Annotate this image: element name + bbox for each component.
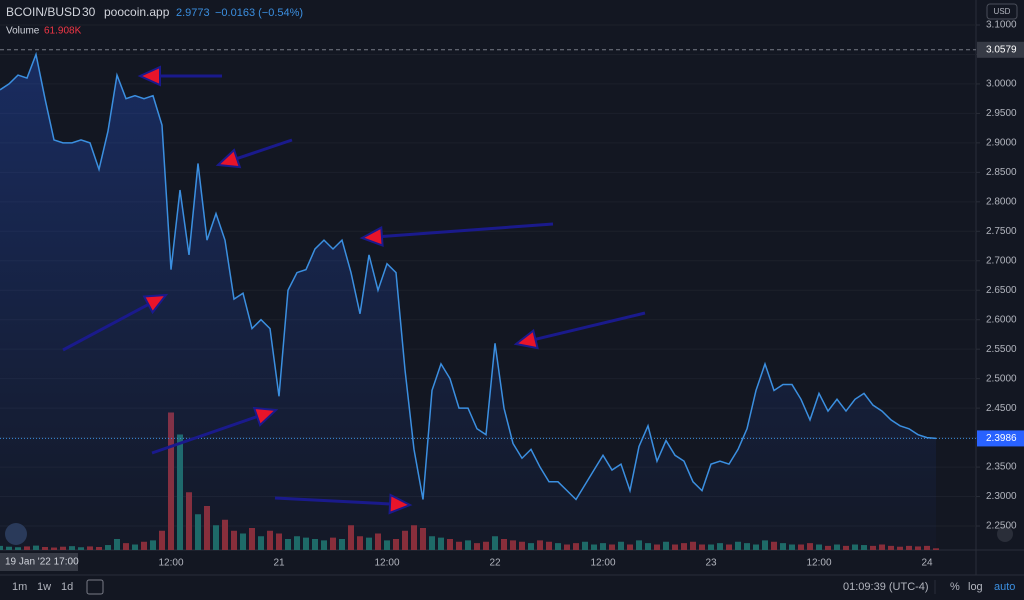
price-line bbox=[0, 51, 937, 501]
log-toggle[interactable]: log bbox=[968, 581, 983, 593]
x-tick-label: 12:00 bbox=[374, 558, 399, 569]
interval: 30 bbox=[82, 5, 96, 19]
arrow-shaft bbox=[151, 415, 258, 455]
y-tick-label: 2.6000 bbox=[986, 314, 1017, 325]
logo[interactable] bbox=[5, 523, 27, 545]
y-tick-label: 2.5000 bbox=[986, 373, 1017, 384]
arrow-shaft bbox=[381, 222, 554, 239]
y-tick-label: 2.5500 bbox=[986, 344, 1017, 355]
arrow-shaft bbox=[535, 311, 646, 341]
settings-button[interactable] bbox=[997, 526, 1013, 542]
y-tick-label: 3.0000 bbox=[986, 79, 1017, 90]
range-button[interactable]: 1w bbox=[37, 581, 51, 593]
crosshair-time-box bbox=[0, 553, 78, 571]
arrow-head bbox=[359, 225, 384, 247]
x-tick-label: 22 bbox=[489, 558, 501, 569]
annotations bbox=[62, 65, 646, 515]
auto-toggle[interactable]: auto bbox=[994, 581, 1015, 593]
arrow-head bbox=[137, 65, 161, 87]
currency[interactable]: USD bbox=[994, 7, 1011, 16]
y-tick-label: 2.7000 bbox=[986, 255, 1017, 266]
last-price: 2.9773 bbox=[176, 7, 210, 19]
last-price-box bbox=[977, 430, 1024, 447]
arrow-head bbox=[142, 293, 169, 315]
y-tick-label: 2.7500 bbox=[986, 226, 1017, 237]
range-button[interactable]: 1m bbox=[12, 581, 27, 593]
y-tick-label: 2.3000 bbox=[986, 491, 1017, 502]
arrow-head bbox=[215, 148, 242, 169]
y-tick-label: 2.6500 bbox=[986, 285, 1017, 296]
y-tick-label: 2.8500 bbox=[986, 167, 1017, 178]
price-change: −0.0163 (−0.54%) bbox=[215, 7, 303, 19]
y-tick-label: 2.9000 bbox=[986, 138, 1017, 149]
x-tick-label: 12:00 bbox=[158, 558, 183, 569]
range-button[interactable]: 1d bbox=[61, 581, 73, 593]
volume-value: 61.908K bbox=[44, 26, 82, 37]
arrow-head bbox=[388, 493, 413, 515]
arrow-shaft bbox=[236, 138, 293, 161]
arrow-shaft bbox=[62, 303, 150, 352]
y-tick-label: 3.1000 bbox=[986, 20, 1017, 31]
y-tick-label: 2.8000 bbox=[986, 196, 1017, 207]
high-label: 3.0579 bbox=[986, 44, 1017, 55]
x-tick-label: 24 bbox=[921, 558, 933, 569]
last-price-label: 2.3986 bbox=[986, 433, 1017, 444]
source: poocoin.app bbox=[104, 5, 170, 19]
currency-box[interactable] bbox=[986, 3, 1018, 20]
arrow-shaft bbox=[274, 496, 391, 506]
volume-label: Volume bbox=[6, 26, 40, 37]
x-tick-label: 12:00 bbox=[806, 558, 831, 569]
y-tick-label: 2.9500 bbox=[986, 108, 1017, 119]
x-tick-label: 23 bbox=[705, 558, 717, 569]
y-tick-label: 2.2500 bbox=[986, 521, 1017, 532]
percent-toggle[interactable]: % bbox=[950, 581, 960, 593]
clock: 01:09:39 (UTC-4) bbox=[843, 581, 929, 593]
symbol: BCOIN/BUSD bbox=[6, 5, 81, 19]
date-range-icon[interactable] bbox=[86, 579, 104, 595]
crosshair-time: 19 Jan '22 17:00 bbox=[5, 557, 79, 568]
high-label-box bbox=[977, 41, 1024, 58]
x-tick-label: 21 bbox=[273, 558, 285, 569]
x-tick-label: 12:00 bbox=[590, 558, 615, 569]
y-tick-label: 2.4500 bbox=[986, 403, 1017, 414]
y-tick-label: 2.3500 bbox=[986, 462, 1017, 473]
arrow-head bbox=[252, 406, 279, 427]
arrow-head bbox=[513, 328, 539, 350]
